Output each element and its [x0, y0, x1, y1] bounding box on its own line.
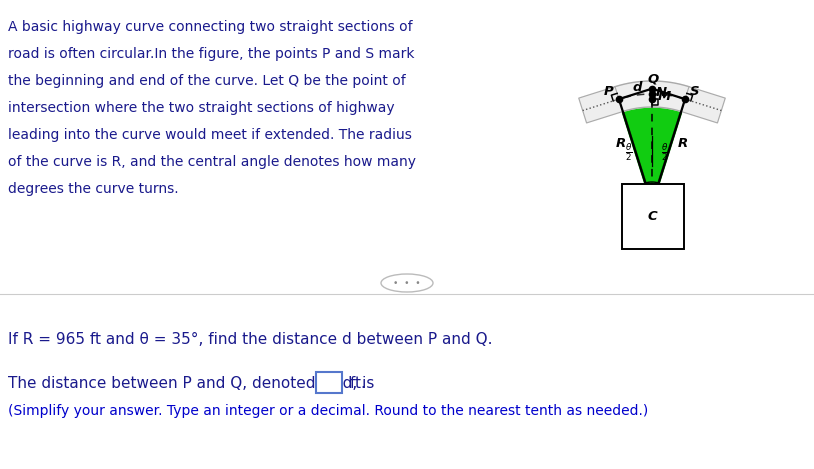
Text: P: P [604, 85, 614, 98]
Polygon shape [579, 87, 623, 123]
Text: R: R [677, 136, 688, 150]
Text: ft.: ft. [345, 376, 365, 391]
FancyBboxPatch shape [316, 372, 342, 393]
Text: degrees the curve turns.: degrees the curve turns. [8, 182, 178, 196]
Text: $\frac{\theta}{2}$: $\frac{\theta}{2}$ [661, 141, 669, 163]
Text: S: S [690, 85, 699, 98]
Text: M: M [658, 90, 671, 103]
Text: the beginning and end of the curve. Let Q be the point of: the beginning and end of the curve. Let … [8, 74, 405, 88]
Text: •  •  •: • • • [393, 279, 421, 287]
Text: N: N [656, 86, 667, 99]
Text: intersection where the two straight sections of highway: intersection where the two straight sect… [8, 101, 395, 115]
Text: (Simplify your answer. Type an integer or a decimal. Round to the nearest tenth : (Simplify your answer. Type an integer o… [8, 404, 648, 418]
Ellipse shape [381, 274, 433, 292]
Text: of the curve is R, and the central angle denotes how many: of the curve is R, and the central angle… [8, 155, 416, 169]
Text: A basic highway curve connecting two straight sections of: A basic highway curve connecting two str… [8, 20, 413, 34]
Text: d: d [632, 81, 642, 94]
Polygon shape [681, 87, 725, 123]
Text: If R = 965 ft and θ = 35°, find the distance d between P and Q.: If R = 965 ft and θ = 35°, find the dist… [8, 332, 492, 347]
Text: C: C [648, 210, 658, 223]
Polygon shape [615, 81, 689, 112]
Text: Q: Q [648, 73, 659, 86]
Text: $\frac{\theta}{2}$: $\frac{\theta}{2}$ [625, 141, 632, 163]
Polygon shape [619, 89, 685, 204]
Text: leading into the curve would meet if extended. The radius: leading into the curve would meet if ext… [8, 128, 412, 142]
Text: R: R [615, 136, 626, 150]
Text: road is often circular.In the figure, the points P and S mark: road is often circular.In the figure, th… [8, 47, 414, 61]
Polygon shape [619, 94, 685, 204]
Text: The distance between P and Q, denoted as d, is: The distance between P and Q, denoted as… [8, 376, 374, 391]
